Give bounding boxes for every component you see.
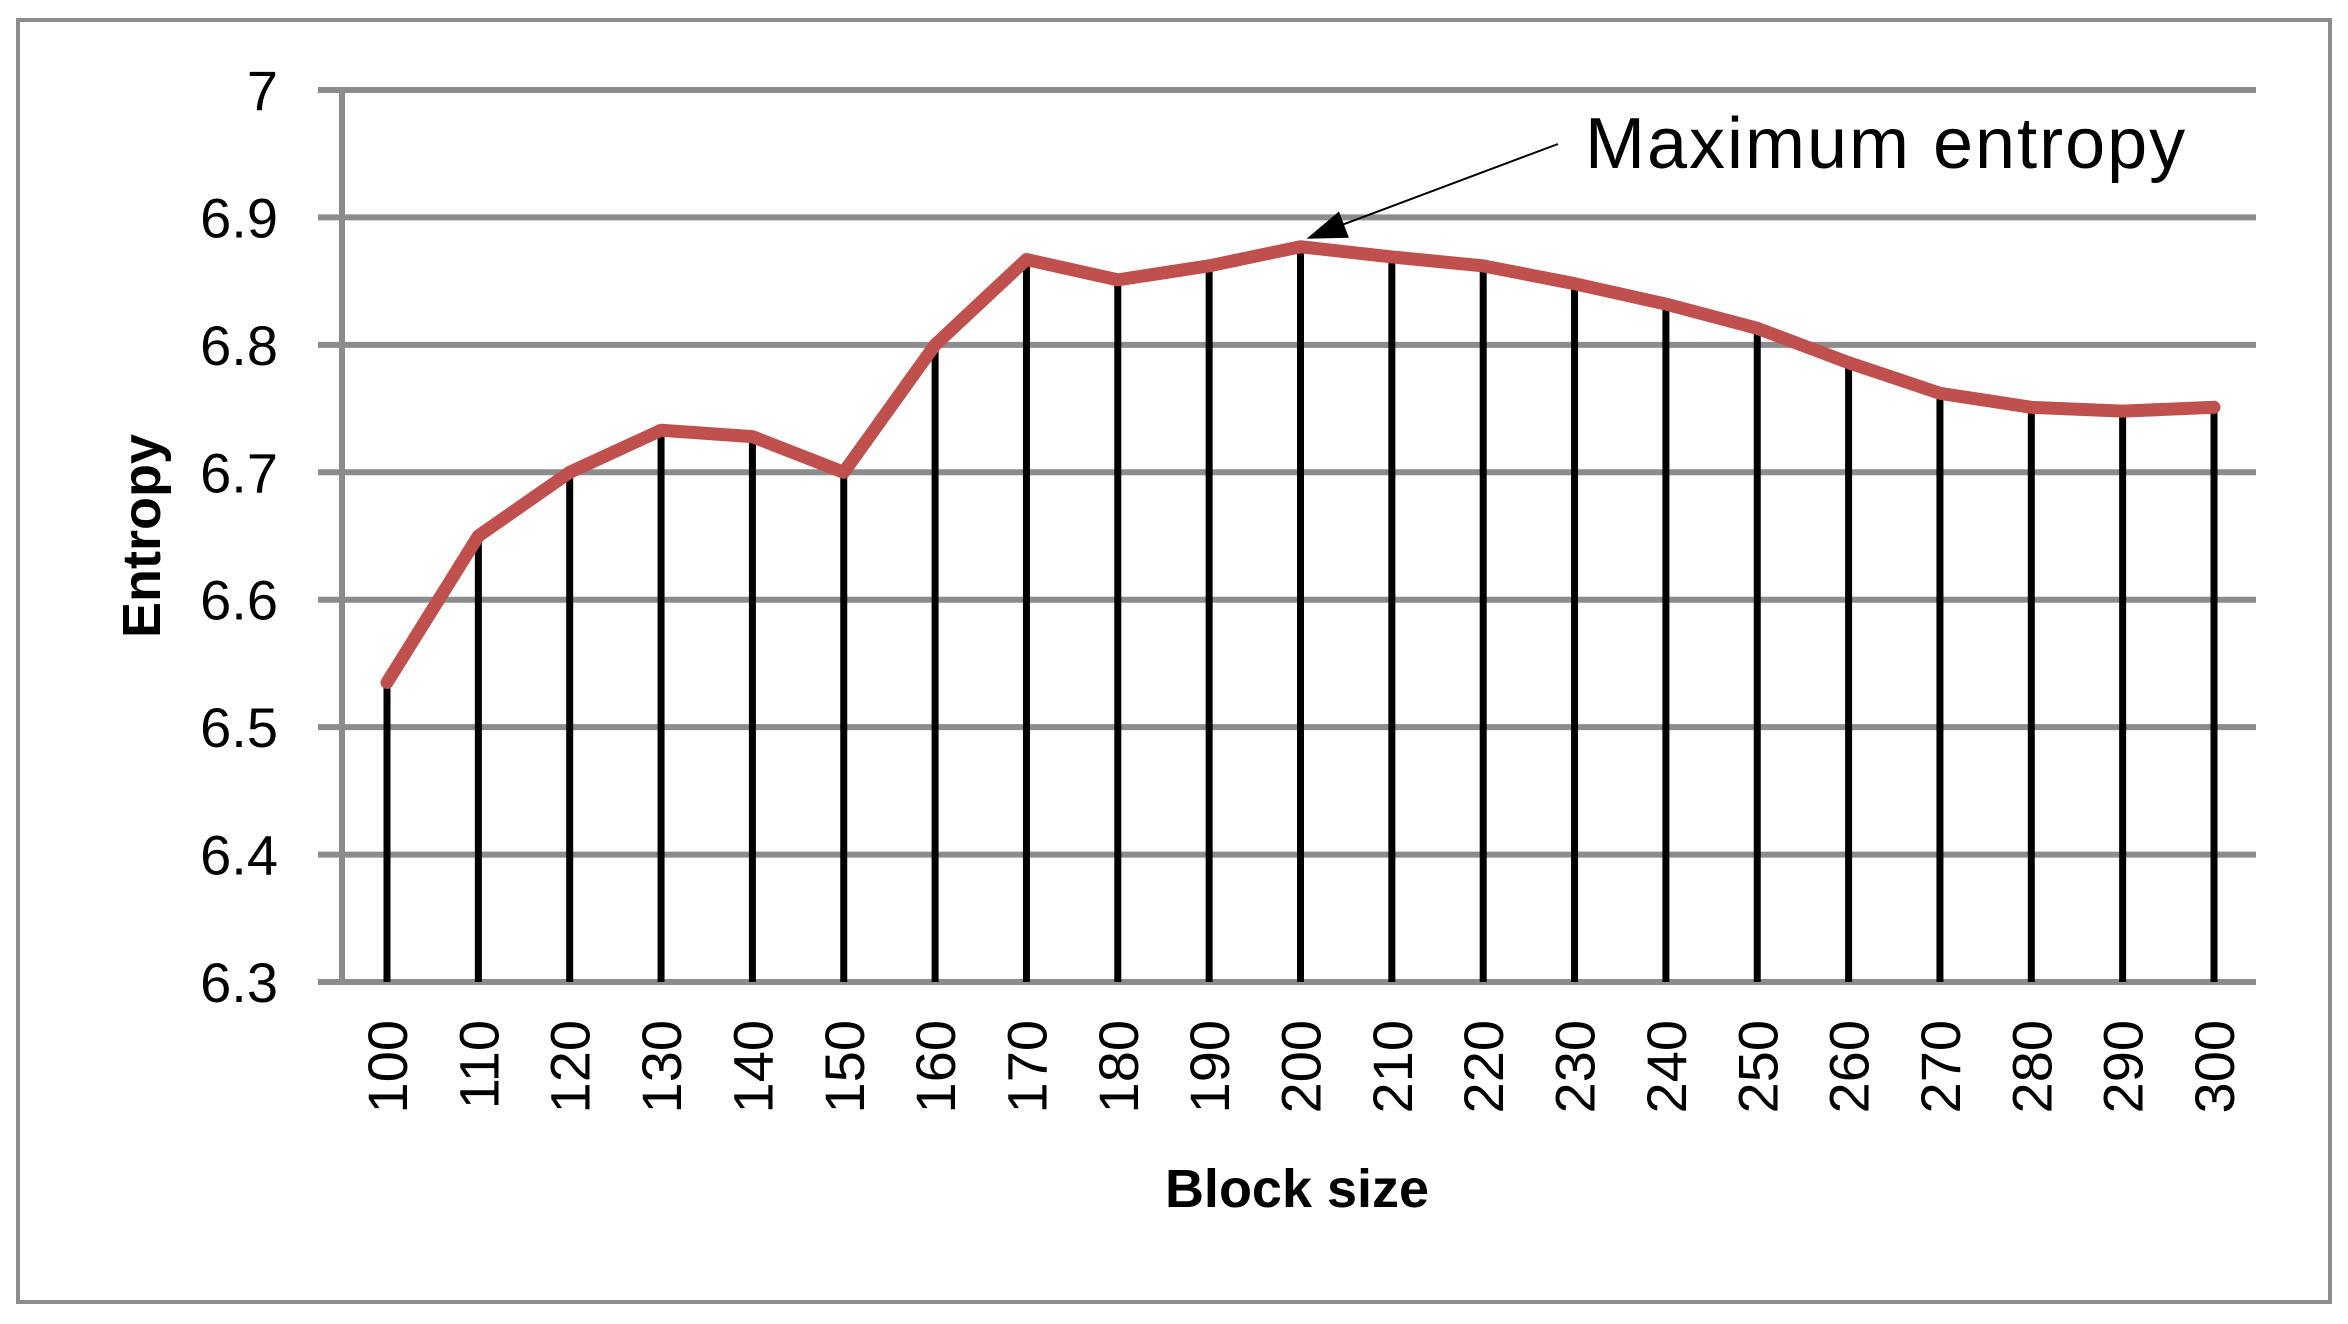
y-tick-label: 6.5: [200, 696, 278, 759]
y-axis-title: Entropy: [112, 434, 172, 638]
x-tick-label: 180: [1087, 1020, 1150, 1113]
x-tick-label: 290: [2092, 1020, 2155, 1113]
x-tick-label: 140: [721, 1020, 784, 1113]
x-tick-labels: 100 110 120 130 140 150 160 170 180 190 200 210 220 2…: [356, 1020, 2246, 1113]
x-tick-label: 150: [813, 1020, 876, 1113]
annotation-arrow-line: [1326, 143, 1559, 232]
x-axis-title: Block size: [1165, 1159, 1429, 1219]
annotation-arrow-head: [1306, 211, 1349, 239]
x-tick-label: 240: [1635, 1020, 1698, 1113]
gridlines: [318, 87, 2256, 985]
x-tick-label: 210: [1361, 1020, 1424, 1113]
x-tick-label: 170: [995, 1020, 1058, 1113]
annotation-text: Maximum entropy: [1585, 104, 2187, 184]
x-tick-label: 120: [539, 1020, 602, 1113]
x-tick-label: 200: [1270, 1020, 1333, 1113]
series-line: [380, 240, 2221, 690]
y-tick-label: 6.3: [200, 951, 278, 1014]
y-tick-labels: 6.3 6.4 6.5 6.6 6.7 6.8 6.9 7: [200, 59, 278, 1014]
x-tick-label: 300: [2183, 1020, 2246, 1113]
x-tick-label: 230: [1544, 1020, 1607, 1113]
x-tick-label: 100: [356, 1020, 419, 1113]
x-tick-label: 280: [2000, 1020, 2063, 1113]
x-tick-label: 260: [1818, 1020, 1881, 1113]
y-tick-label: 6.7: [200, 441, 278, 504]
annotation: Maximum entropy: [1306, 104, 2187, 239]
x-tick-label: 250: [1726, 1020, 1789, 1113]
y-tick-label: 6.4: [200, 824, 278, 887]
series-polyline: [380, 240, 2221, 690]
y-tick-label: 7: [247, 59, 278, 122]
y-tick-label: 6.6: [200, 569, 278, 632]
drop-lines: [383, 246, 2218, 982]
y-tick-label: 6.9: [200, 186, 278, 249]
x-tick-label: 110: [447, 1020, 510, 1109]
x-tick-label: 220: [1452, 1020, 1515, 1113]
x-tick-label: 190: [1178, 1020, 1241, 1113]
x-tick-label: 160: [904, 1020, 967, 1113]
x-tick-label: 130: [630, 1020, 693, 1113]
y-tick-label: 6.8: [200, 314, 278, 377]
x-tick-label: 270: [1909, 1020, 1972, 1113]
